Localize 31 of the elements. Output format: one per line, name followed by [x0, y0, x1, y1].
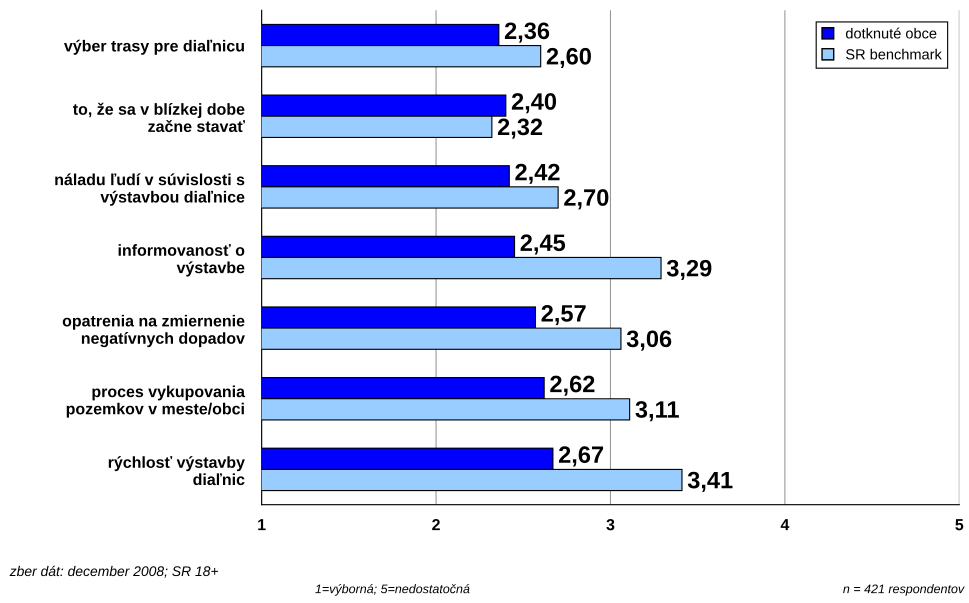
data-label: 2,70: [564, 189, 608, 210]
data-label: 2,45: [520, 234, 566, 255]
data-label: 3,11: [635, 401, 679, 422]
data-label: 2,32: [498, 118, 542, 139]
text: n = 421 respondentov: [843, 584, 965, 596]
data-label: 2,40: [512, 93, 556, 114]
data-label: 3,06: [626, 330, 672, 351]
data-label: 2,36: [504, 22, 550, 43]
legend-label: dotknuté obce: [846, 28, 936, 39]
y-tick-label: informovanosť o výstavbe: [118, 244, 244, 276]
data-label: 2,62: [550, 376, 594, 396]
y-tick-label: náladu ľudí v súvislosti s výstavbou diaľnice: [55, 173, 244, 206]
data-label: 2,57: [542, 305, 586, 326]
x-tick-label: 2: [432, 519, 440, 530]
data-label: 2,42: [515, 164, 560, 184]
y-tick-label: rýchlosť výstavby diaľnic: [108, 456, 245, 486]
y-tick-label: opatrenia na zmiernenie negatívnych dopadov: [62, 314, 245, 348]
y-tick-label: to, že sa v blízkej dobe začne stavať: [72, 102, 245, 132]
data-label: 3,29: [666, 260, 712, 280]
x-tick-label: 3: [606, 519, 614, 530]
data-label: 3,41: [688, 472, 733, 492]
x-tick-label: 1: [258, 519, 266, 530]
data-label: 2,60: [546, 48, 591, 68]
text: 1=výborná; 5=nedostatočná: [315, 584, 470, 596]
y-tick-label: proces vykupovania pozemkov v meste/obci: [66, 386, 246, 418]
x-tick-label: 4: [780, 519, 790, 530]
legend-label: SR benchmark: [846, 48, 942, 60]
x-tick-label: 5: [955, 519, 964, 530]
text: zber dát: december 2008; SR 18+: [10, 566, 218, 578]
data-label: 2,67: [558, 446, 604, 466]
y-tick-label: výber trasy pre diaľnicu: [64, 40, 244, 55]
